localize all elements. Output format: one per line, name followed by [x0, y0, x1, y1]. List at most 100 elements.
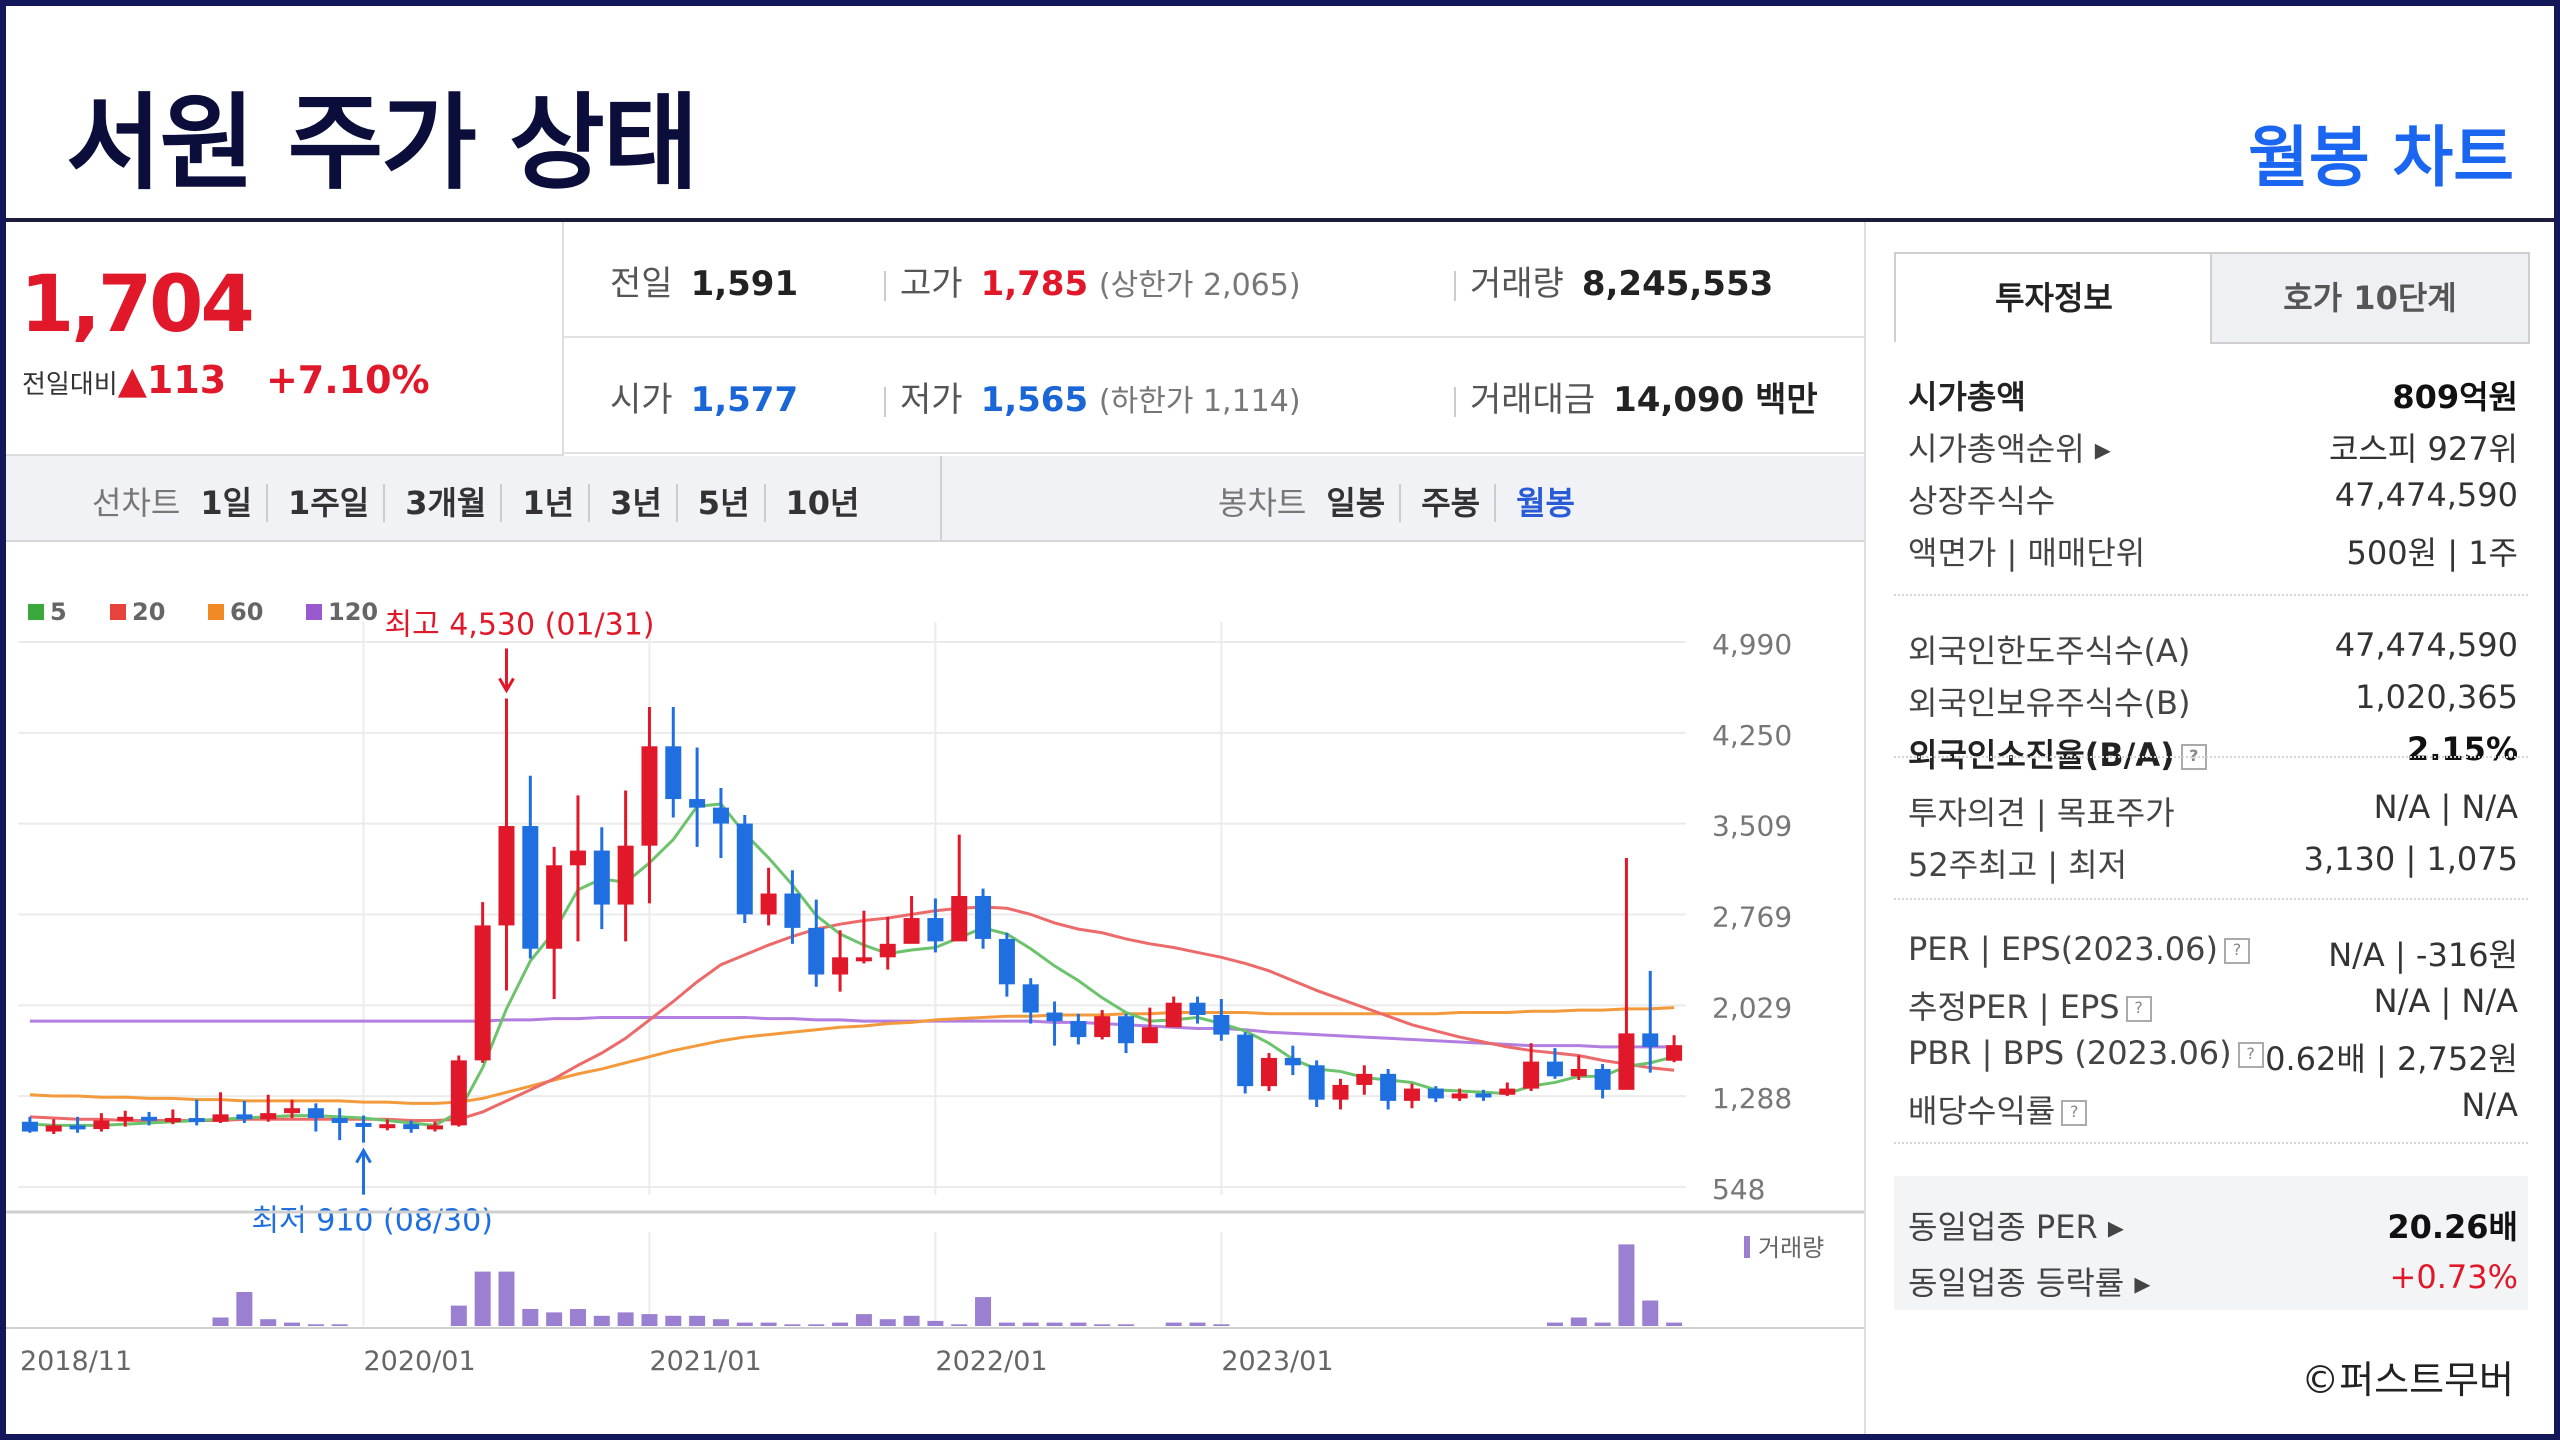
candle-body — [593, 850, 610, 905]
candle-body — [498, 826, 515, 926]
volume-bar — [546, 1312, 563, 1326]
candle-body — [379, 1124, 396, 1129]
candle-body — [1642, 1033, 1659, 1047]
invest-row-label: 외국인소진율(B/A)? — [1908, 730, 2207, 776]
tab-candleTabs-1[interactable]: 주봉 — [1407, 484, 1497, 522]
candle-body — [1380, 1073, 1397, 1101]
candle-body — [331, 1118, 348, 1123]
invest-row: 시가총액순위 ▸ 코스피 927위 — [1908, 424, 2518, 474]
candle-body — [998, 938, 1015, 985]
candle-body — [1475, 1093, 1492, 1098]
annotation-high-arrowhead — [498, 677, 515, 694]
copyright: ©퍼스트무버 — [2301, 1358, 2514, 1402]
invest-row-value: 2.15% — [2406, 730, 2518, 768]
page-title: 서원 주가 상태 — [66, 82, 698, 204]
candle-body — [1546, 1061, 1563, 1077]
section-divider — [1894, 1142, 2528, 1146]
legend-swatch — [28, 604, 44, 620]
candle-body — [355, 1122, 372, 1127]
section-divider — [1894, 756, 2528, 760]
invest-row: 투자의견 | 목표주가 N/A | N/A — [1908, 788, 2518, 838]
help-icon[interactable]: ? — [2237, 1042, 2264, 1068]
volume-bar — [1213, 1324, 1230, 1326]
candle-body — [546, 865, 563, 949]
candle-body — [141, 1116, 158, 1121]
tab-invest-info[interactable]: 투자정보 — [1894, 252, 2214, 342]
candle-body — [1284, 1057, 1301, 1066]
candle-body — [1427, 1088, 1444, 1099]
invest-row-label: 배당수익률? — [1908, 1086, 2088, 1132]
help-icon[interactable]: ? — [2125, 996, 2152, 1022]
help-icon[interactable]: ? — [2224, 938, 2250, 964]
volume-bar — [855, 1314, 872, 1326]
tab-lineTabs-2[interactable]: 3개월 — [391, 484, 503, 522]
x-tick-label: 2018/11 — [20, 1346, 132, 1377]
invest-row-label: 시가총액 — [1908, 378, 2026, 416]
candle-body — [832, 957, 849, 975]
tab-candleTabs-2[interactable]: 월봉 — [1516, 484, 1575, 522]
open-price: 시가 1,577 — [610, 380, 799, 420]
current-price: 1,704 — [20, 260, 255, 350]
volume-bar — [450, 1305, 467, 1326]
invest-row-value: 1,020,365 — [2355, 678, 2518, 716]
invest-row-value: N/A — [2461, 1086, 2518, 1124]
invest-row: 상장주식수 47,474,590 — [1908, 476, 2518, 526]
low-price: 저가 1,565 (하한가 1,114) — [884, 372, 1301, 421]
tab-lineTabs-3[interactable]: 1년 — [508, 484, 591, 522]
candle-body — [1594, 1068, 1611, 1090]
x-tick-label: 2020/01 — [364, 1346, 476, 1377]
sector-row-label[interactable]: 동일업종 등락률 ▸ — [1908, 1264, 2151, 1302]
trade-amount: 거래대금 14,090 백만 — [1454, 372, 1818, 421]
volume-bar — [569, 1309, 586, 1326]
tab-lineTabs-0[interactable]: 1일 — [186, 484, 269, 522]
volume-bar — [736, 1322, 753, 1326]
candle-body — [212, 1114, 229, 1122]
ma5-line — [29, 802, 1675, 1127]
volume-bar — [593, 1315, 610, 1326]
volume-bar — [617, 1312, 634, 1326]
invest-row-label: PBR | BPS (2023.06)? — [1908, 1034, 2264, 1072]
candle-body — [69, 1125, 86, 1130]
section-divider — [1894, 898, 2528, 902]
candle-body — [808, 927, 825, 975]
annotation-low: 최저 910 (08/30) — [252, 1204, 493, 1239]
help-icon[interactable]: ? — [2061, 1100, 2088, 1126]
candle-body — [307, 1108, 324, 1119]
candle-body — [1499, 1088, 1516, 1095]
volume-bar — [1165, 1322, 1182, 1326]
sector-row-label[interactable]: 동일업종 PER ▸ — [1908, 1208, 2124, 1246]
invest-row: 배당수익률? N/A — [1908, 1086, 2518, 1136]
invest-row-label: 외국인보유주식수(B) — [1908, 684, 2191, 722]
tab-lineTabs-4[interactable]: 3년 — [596, 484, 678, 522]
candle-body — [450, 1060, 467, 1126]
tab-lineTabs-6[interactable]: 10년 — [785, 484, 860, 522]
candle-body — [665, 746, 682, 800]
y-tick-label: 4,250 — [1712, 719, 1792, 752]
y-tick-label: 2,769 — [1712, 901, 1792, 934]
volume-bar — [212, 1317, 229, 1326]
volume-bar — [284, 1322, 301, 1326]
sector-box — [1894, 1176, 2528, 1310]
candle-body — [236, 1114, 253, 1120]
tab-lineTabs-1[interactable]: 1주일 — [274, 484, 386, 522]
up-arrow-icon: ▲ — [117, 358, 147, 402]
candle-body — [427, 1125, 443, 1130]
tab-lineTabs-5[interactable]: 5년 — [683, 484, 766, 522]
volume-bar — [1642, 1300, 1659, 1326]
x-tick-label: 2021/01 — [649, 1346, 761, 1377]
sector-row: 동일업종 PER ▸ 20.26배 — [1908, 1202, 2518, 1252]
tab-orderbook[interactable]: 호가 10단계 — [2210, 252, 2530, 344]
volume-bar — [665, 1315, 682, 1326]
panel-tabs: 투자정보 호가 10단계 — [1894, 252, 2530, 344]
invest-row-label: 외국인한도주식수(A) — [1908, 632, 2191, 670]
annotation-low-arrowhead — [355, 1147, 372, 1164]
legend-label: 5 — [50, 598, 67, 626]
invest-row-label: 상장주식수 — [1908, 482, 2056, 520]
candle-body — [1618, 1033, 1635, 1090]
candle-body — [903, 918, 920, 944]
tab-candleTabs-0[interactable]: 일봉 — [1312, 484, 1402, 522]
candle-body — [855, 957, 872, 962]
info-row-1: 전일 1,591 고가 1,785 (상한가 2,065) 거래량 8,245,553 — [564, 222, 1864, 338]
candle-body — [927, 918, 944, 942]
